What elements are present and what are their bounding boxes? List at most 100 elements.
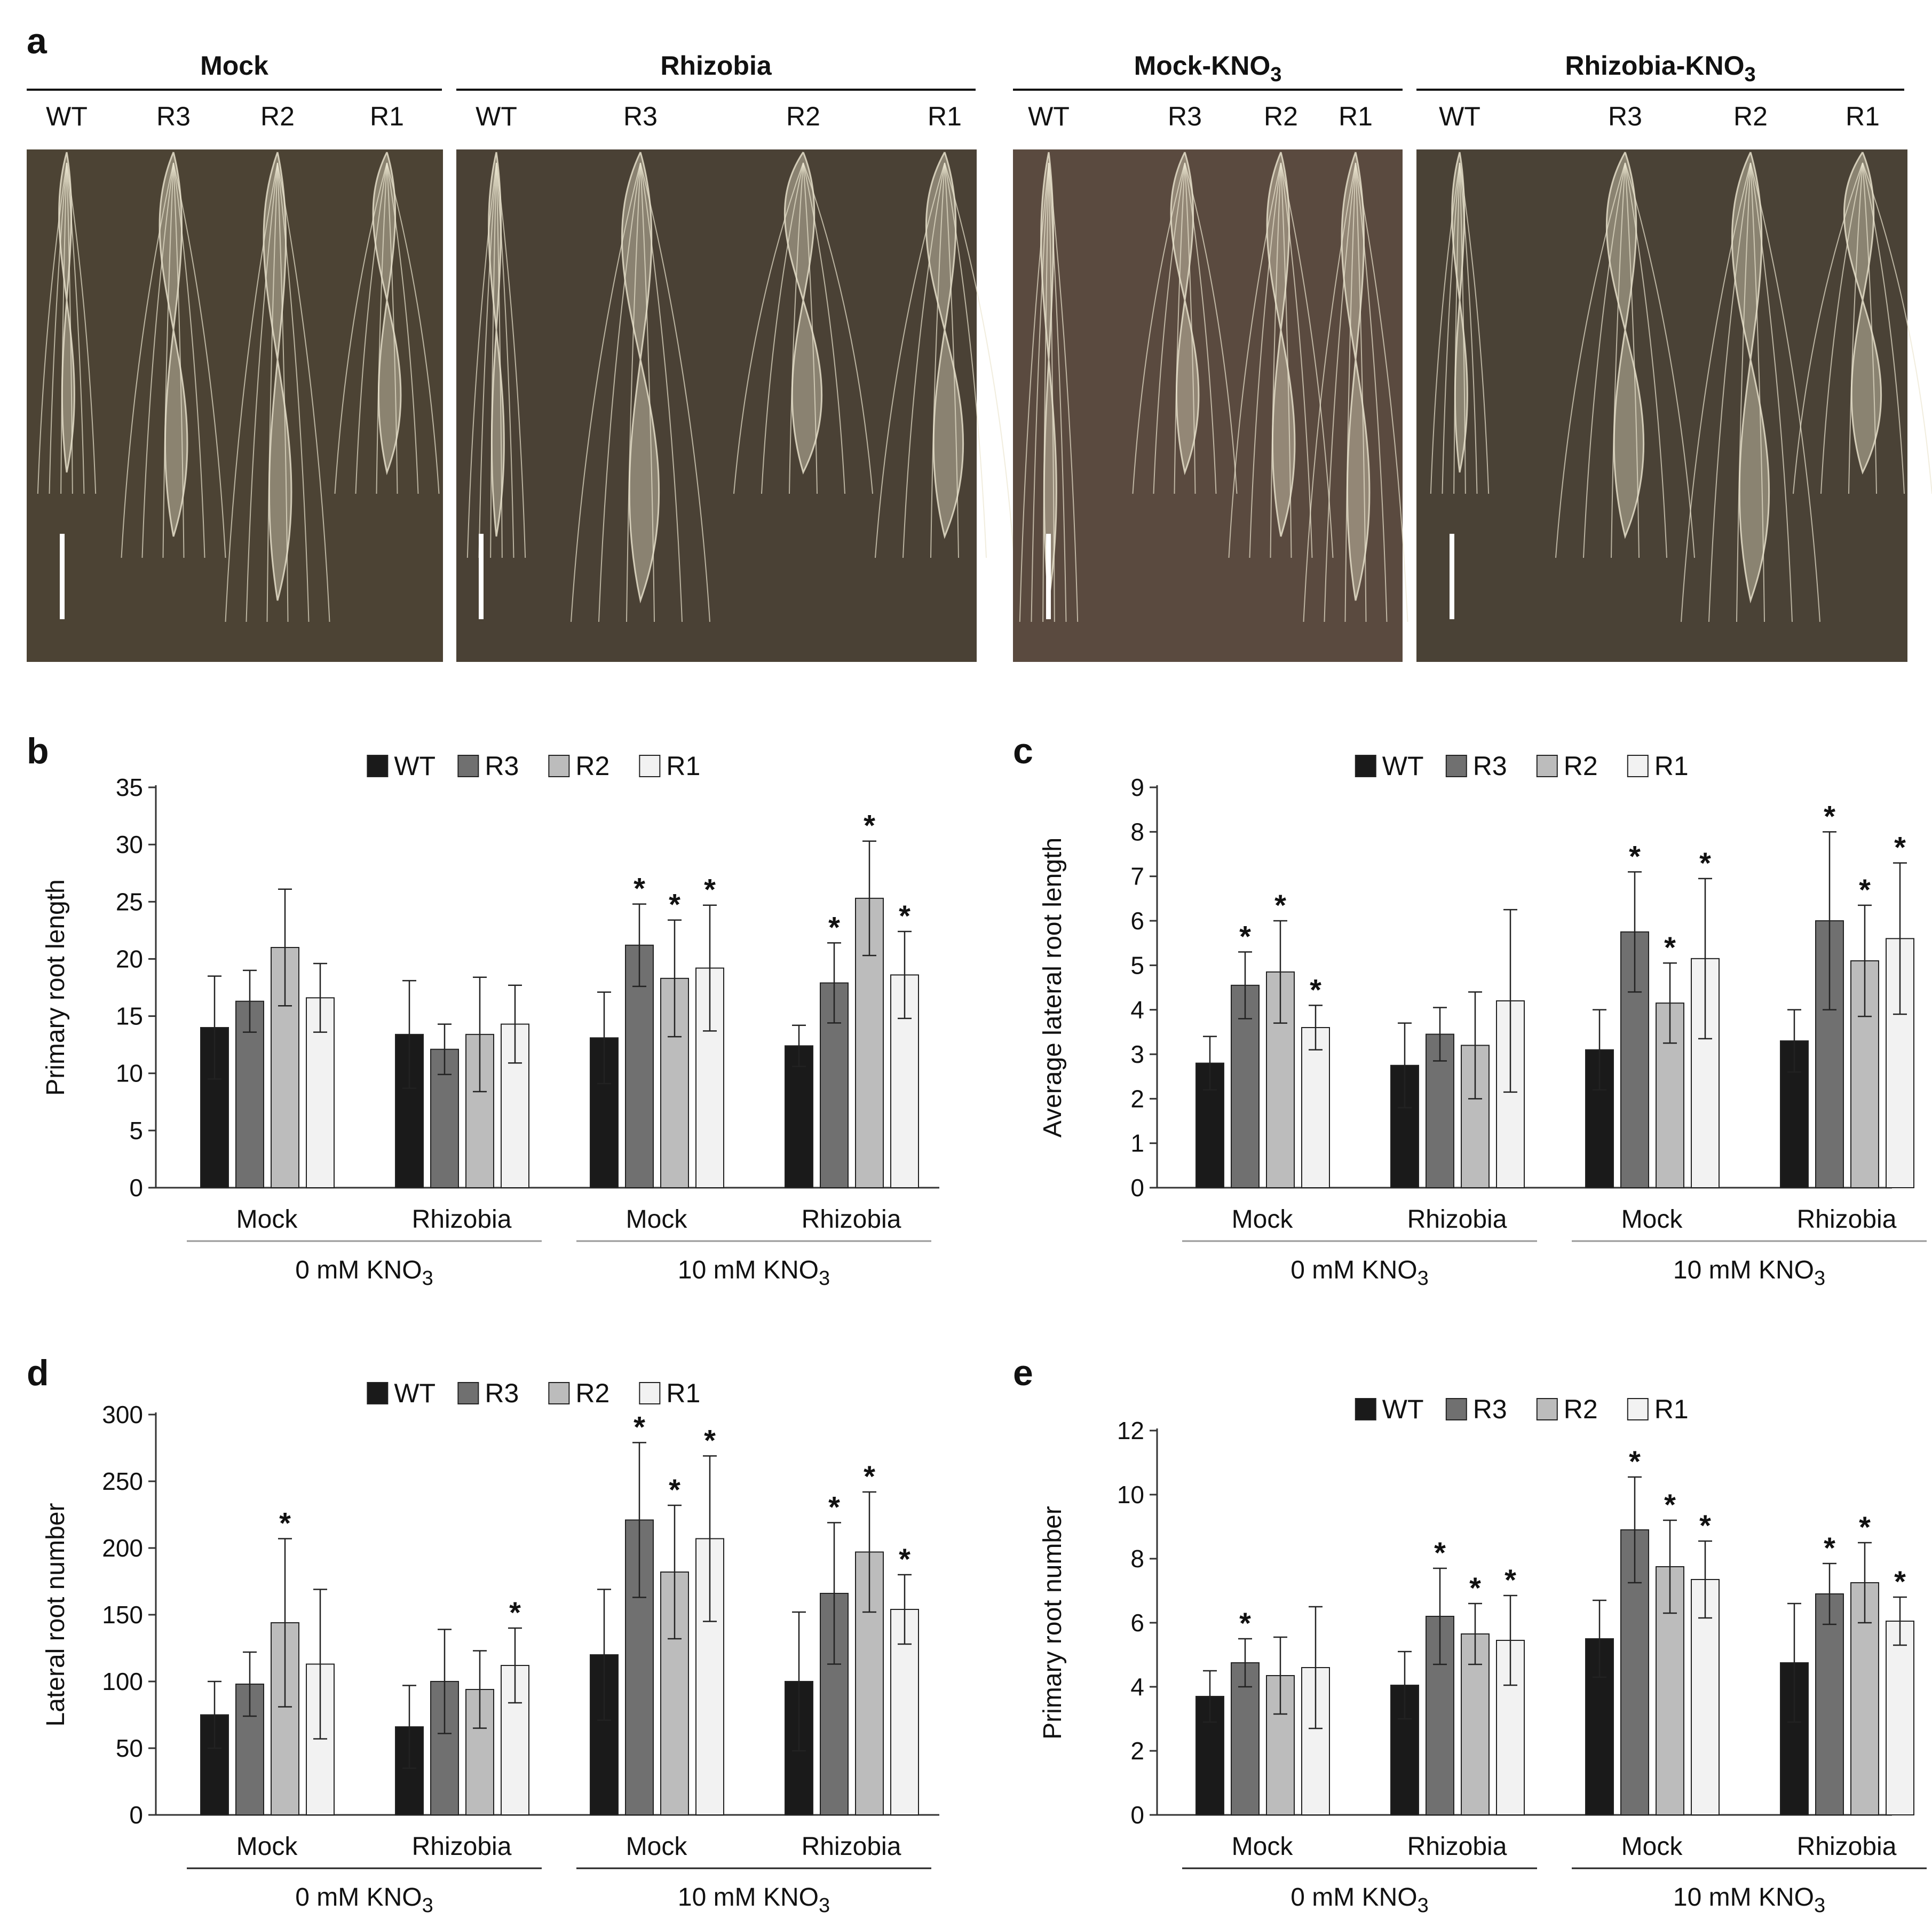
y-axis-title: Average lateral root length <box>1039 838 1067 1138</box>
root-strand <box>598 162 641 622</box>
y-tick-label: 0 <box>129 1174 143 1202</box>
root-strand <box>1862 162 1877 494</box>
x-category-label: Mock <box>1621 1205 1683 1234</box>
y-tick-label: 3 <box>1130 1040 1144 1068</box>
root-photo <box>1013 149 1403 662</box>
legend-label: R2 <box>575 1378 609 1408</box>
significance-star: * <box>1274 888 1286 922</box>
line-label: WT <box>1439 101 1480 131</box>
x-category-label: Rhizobia <box>802 1205 901 1234</box>
legend-label: WT <box>394 751 436 781</box>
y-tick-label: 5 <box>1130 951 1144 979</box>
y-tick-label: 6 <box>1130 907 1144 935</box>
significance-star: * <box>1859 873 1871 906</box>
line-label: R1 <box>928 101 962 131</box>
bar <box>785 1045 813 1189</box>
legend-label: WT <box>394 1378 436 1408</box>
root-strand <box>1019 162 1049 622</box>
root-strand <box>761 162 804 494</box>
root-strand <box>640 162 710 622</box>
root-strand <box>1249 162 1281 558</box>
root-strand <box>1355 162 1367 622</box>
significance-star: * <box>1859 1510 1871 1544</box>
root-strand <box>1048 162 1055 622</box>
x-category-label: Mock <box>1232 1833 1294 1861</box>
condition-label: 0 mM KNO3 <box>295 1256 433 1290</box>
root-strand <box>1611 162 1626 558</box>
line-label: WT <box>1028 101 1070 131</box>
significance-star: * <box>1699 1509 1711 1542</box>
line-label: R2 <box>1264 101 1298 131</box>
legend-swatch <box>457 755 479 777</box>
x-category-label: Rhizobia <box>802 1833 901 1861</box>
line-label: R1 <box>1846 101 1880 131</box>
y-tick-label: 12 <box>1117 1417 1144 1444</box>
line-label: R3 <box>1608 101 1642 131</box>
panel-label-a: a <box>27 21 47 61</box>
chart-b: b 0 5 10 15 20 25 30 35 Primary root length WT R3 R2… <box>27 731 939 1290</box>
y-tick-label: 25 <box>116 888 143 915</box>
root-strand <box>49 162 67 494</box>
root-strand <box>277 162 310 622</box>
significance-star: * <box>1629 839 1641 873</box>
y-tick-label: 30 <box>116 831 143 858</box>
root-strand <box>1280 162 1313 558</box>
root-strand <box>37 162 67 494</box>
root-strand <box>803 162 818 494</box>
root-strand <box>1862 162 1905 494</box>
condition-label: 10 mM KNO3 <box>1673 1256 1825 1290</box>
root-strand <box>173 162 205 558</box>
x-category-label: Rhizobia <box>412 1833 512 1861</box>
y-tick-label: 1 <box>1130 1130 1144 1157</box>
significance-star: * <box>1239 1606 1251 1640</box>
root-strand <box>496 162 526 558</box>
y-tick-label: 35 <box>116 773 143 801</box>
significance-star: * <box>634 1410 645 1444</box>
line-label: WT <box>46 101 88 131</box>
significance-star: * <box>704 1424 716 1457</box>
legend-swatch <box>1445 1398 1467 1420</box>
legend-label: R3 <box>1473 751 1507 781</box>
condition-label: 10 mM KNO3 <box>678 1256 830 1290</box>
root-strand <box>1681 162 1751 622</box>
root-strand <box>1820 162 1863 494</box>
significance-star: * <box>1310 973 1321 1006</box>
root-strand <box>355 162 387 494</box>
root-strand <box>1303 162 1356 622</box>
root-strand <box>1184 162 1217 494</box>
root-strand <box>1228 162 1281 558</box>
root-strand <box>1442 162 1460 494</box>
root-strand <box>1132 162 1185 494</box>
root-strand <box>60 162 67 494</box>
root-photo <box>1416 149 1907 662</box>
bar <box>1195 1062 1224 1188</box>
root-strand <box>1344 162 1356 622</box>
root-strand <box>1355 162 1388 622</box>
root-strand <box>1736 162 1751 622</box>
root-strand <box>66 162 97 494</box>
line-label: R2 <box>1733 101 1768 131</box>
root-strand <box>121 162 174 558</box>
line-label: R2 <box>786 101 820 131</box>
x-category-label: Rhizobia <box>1797 1833 1897 1861</box>
root-strand <box>1750 162 1765 622</box>
root-strand <box>1184 162 1196 494</box>
chart-e: e 0 2 4 6 8 10 12 Primary root number WT R3 R2 R1 * Mo… <box>1013 1353 1927 1917</box>
root-strand <box>162 162 174 558</box>
root-strand <box>944 162 987 558</box>
condition-label: 0 mM KNO3 <box>1290 1883 1429 1917</box>
legend-swatch <box>639 1382 661 1404</box>
root-strand <box>466 162 497 558</box>
root-strand <box>1793 162 1863 494</box>
legend-label: R1 <box>666 1378 700 1408</box>
root-strand <box>334 162 387 494</box>
x-category-label: Mock <box>626 1833 688 1861</box>
line-label: R2 <box>260 101 295 131</box>
root-strand <box>277 162 330 622</box>
root-strand <box>386 162 398 494</box>
significance-star: * <box>1664 1488 1676 1521</box>
y-tick-label: 7 <box>1130 863 1144 890</box>
root-strand <box>944 162 959 558</box>
panel-label-c: c <box>1013 731 1033 771</box>
legend-label: WT <box>1382 1394 1424 1424</box>
